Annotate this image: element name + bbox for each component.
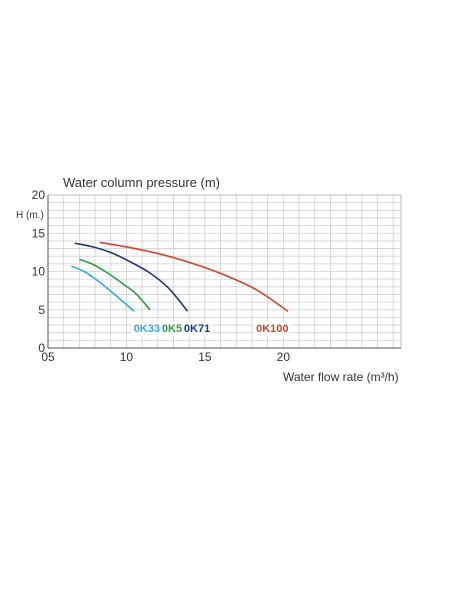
chart-title: Water column pressure (m) (63, 175, 220, 190)
x-tick-label: 20 (277, 350, 291, 364)
series-line-0k51 (79, 258, 151, 311)
x-tick-label: 05 (41, 350, 55, 364)
series-label-0k71: 0K71 (184, 323, 210, 335)
x-tick-label: 10 (120, 350, 134, 364)
series-line-0k33 (71, 265, 135, 312)
series-label-0k33: 0K33 (134, 323, 160, 335)
y-tick-label: 15 (32, 226, 46, 240)
series-label-0k51: 0K51 (162, 323, 188, 335)
grid-layer (47, 194, 402, 349)
y-tick-label: 10 (32, 265, 46, 279)
series-line-0k100 (99, 241, 289, 312)
series-label-backing (181, 321, 213, 336)
axis-layer (47, 195, 401, 349)
series-label-backing (131, 321, 162, 336)
series-line-0k71 (74, 242, 189, 312)
y-tick-label: 20 (32, 188, 46, 202)
series-label-0k100: 0K100 (256, 323, 288, 335)
y-tick-label: 5 (38, 303, 45, 317)
x-tick-label: 15 (198, 350, 212, 364)
x-axis-label: Water flow rate (m³/h) (283, 370, 399, 384)
y-axis-label: H (m.) (16, 210, 44, 221)
series-label-backing (254, 321, 291, 336)
series-layer (71, 241, 289, 312)
y-tick-label: 0 (38, 341, 45, 355)
